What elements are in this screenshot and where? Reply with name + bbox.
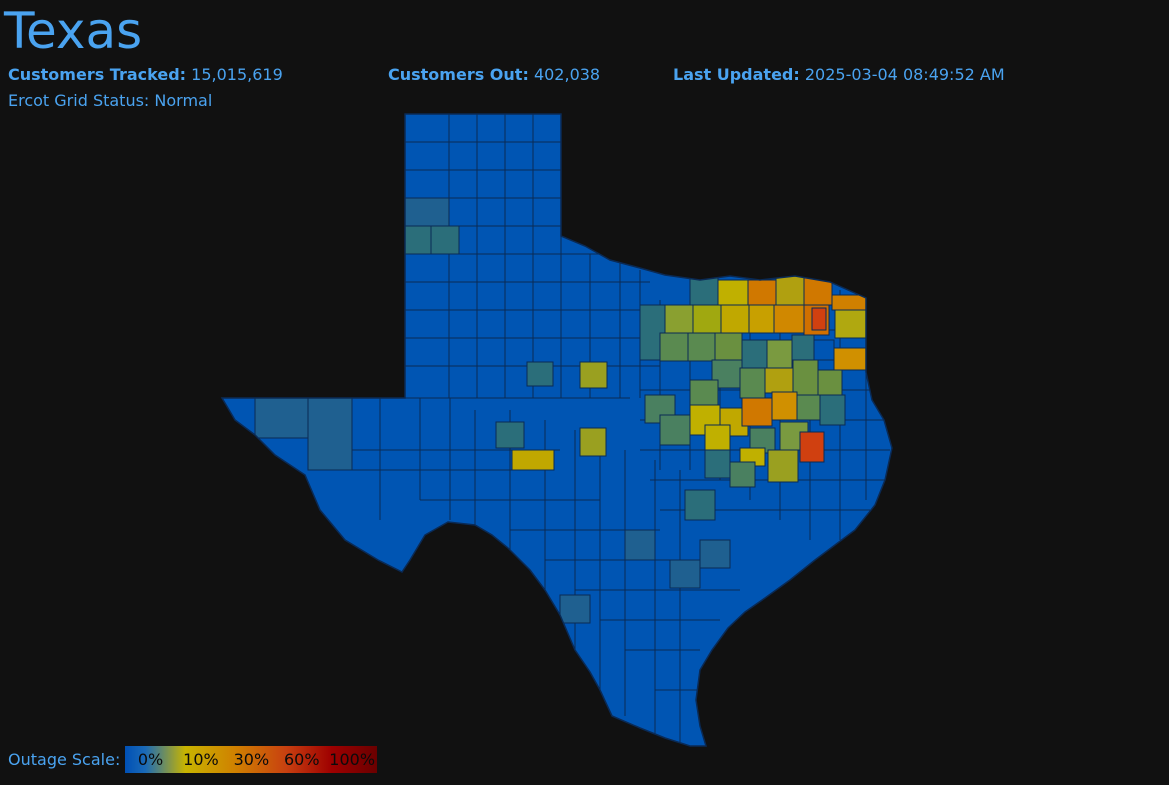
customers-out-value: 402,038: [533, 65, 601, 84]
legend-stop-60: 60%: [283, 750, 320, 769]
last-updated-stat: Last Updated: 2025-03-04 08:49:52 AM: [673, 64, 1005, 86]
legend-label: Outage Scale:: [8, 750, 121, 769]
legend-stop-100: 100%: [329, 750, 376, 769]
customers-tracked-stat: Customers Tracked: 15,015,619: [8, 64, 283, 86]
legend-stop-0: 0%: [137, 750, 164, 769]
county-fills: [222, 114, 892, 746]
outage-scale-legend: Outage Scale: 0% 10% 30% 60% 100%: [8, 746, 378, 773]
legend-stop-10: 10%: [183, 750, 219, 769]
page-title: Texas: [4, 2, 143, 60]
customers-tracked-label: Customers Tracked:: [8, 65, 187, 84]
texas-outline: [220, 113, 893, 747]
customers-out-stat: Customers Out: 402,038: [388, 64, 600, 86]
legend-stop-30: 30%: [233, 750, 270, 769]
customers-tracked-value: 15,015,619: [191, 65, 283, 84]
last-updated-value: 2025-03-04 08:49:52 AM: [804, 65, 1005, 84]
legend-gradient-bar: 0% 10% 30% 60% 100%: [125, 746, 378, 773]
grid-status: Ercot Grid Status: Normal: [8, 91, 213, 110]
customers-out-label: Customers Out:: [388, 65, 529, 84]
last-updated-label: Last Updated:: [673, 65, 800, 84]
